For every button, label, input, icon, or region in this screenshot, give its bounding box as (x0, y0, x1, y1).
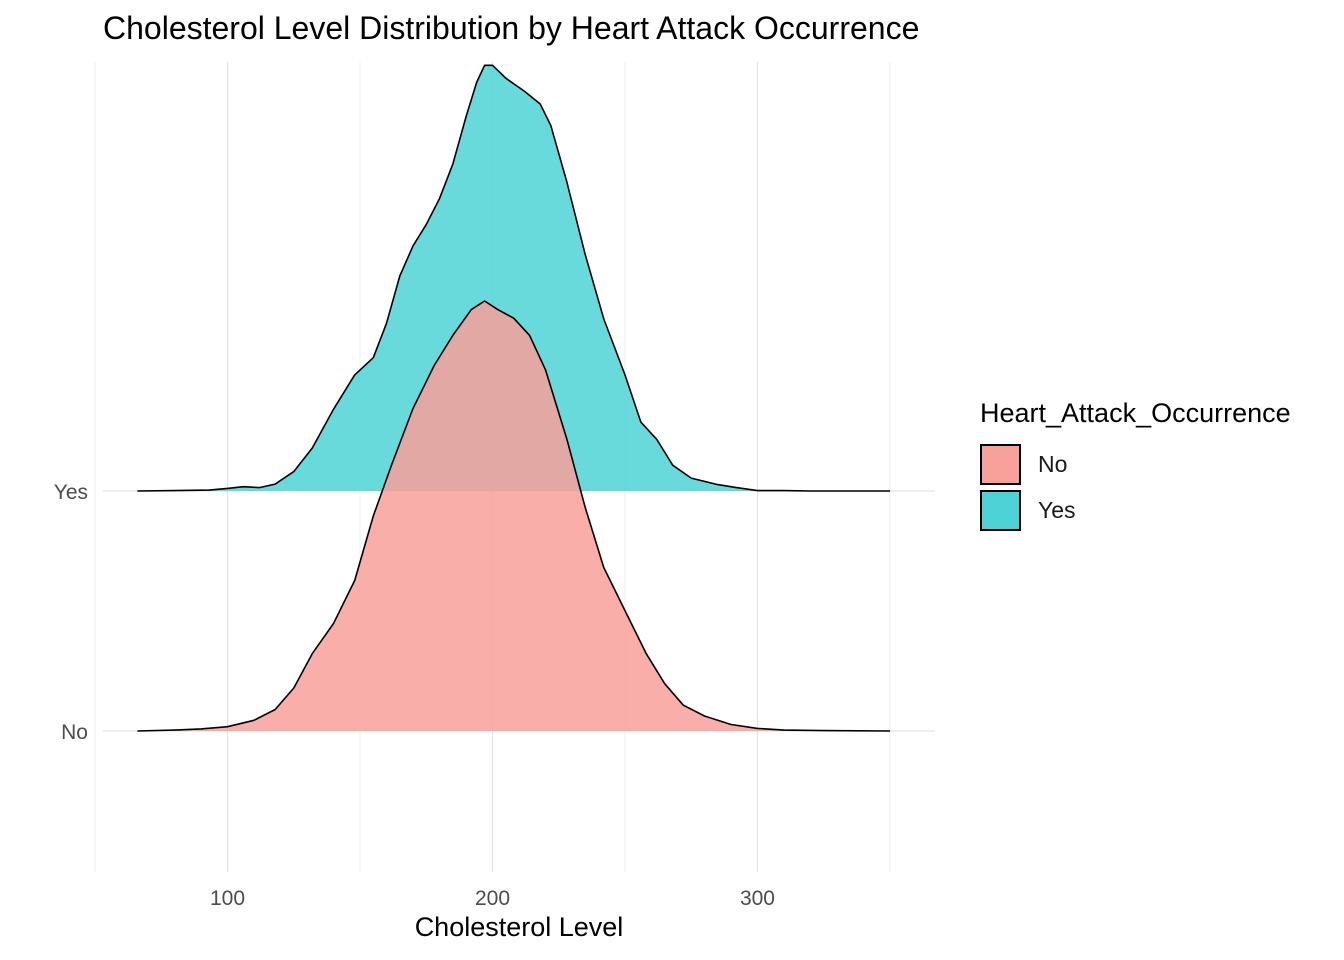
legend-swatch-yes (980, 489, 1021, 531)
density-outline-no (137, 300, 891, 732)
y-tick-label-yes: Yes (54, 481, 88, 504)
legend-item-yes: Yes (980, 487, 1291, 533)
legend-label-no: No (1038, 450, 1068, 477)
density-ridges (137, 64, 891, 732)
y-axis-tick-labels: No Yes (54, 481, 88, 744)
x-axis-label: Cholesterol Level (414, 912, 624, 942)
x-axis-tick-labels: 100 200 300 (210, 887, 775, 910)
x-tick-label: 100 (210, 887, 245, 910)
chart-title: Cholesterol Level Distribution by Heart … (103, 10, 920, 46)
x-tick-label: 200 (475, 887, 510, 910)
legend-label-yes: Yes (1038, 496, 1076, 523)
legend-item-no: No (980, 441, 1291, 487)
legend: Heart_Attack_Occurrence No Yes (980, 398, 1291, 533)
x-tick-label: 300 (740, 887, 775, 910)
density-area-yes (137, 65, 890, 492)
density-outline-yes (137, 64, 890, 492)
y-tick-label-no: No (61, 721, 88, 744)
legend-title: Heart_Attack_Occurrence (980, 398, 1291, 428)
density-area-no (137, 301, 890, 731)
legend-swatch-no (980, 443, 1021, 485)
